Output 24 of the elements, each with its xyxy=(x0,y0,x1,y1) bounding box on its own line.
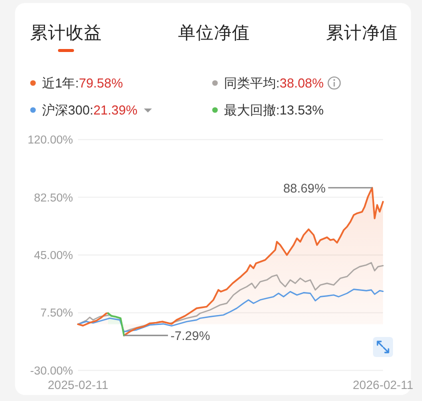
text: 21.39% xyxy=(93,102,138,118)
text: 79.58% xyxy=(78,76,124,91)
y-tick-label: 7.50% xyxy=(40,308,73,320)
x-tick-label: 2026-02-11 xyxy=(352,378,414,392)
text: 13.53% xyxy=(280,102,324,118)
annotation: 88.69% xyxy=(283,181,372,196)
legend-label: 同类平均: xyxy=(224,76,280,91)
legend-label: 沪深300: xyxy=(42,102,94,118)
y-tick-label: -30.00% xyxy=(30,365,73,378)
y-tick-label: 45.00% xyxy=(34,250,73,262)
annotation: -7.29% xyxy=(124,328,210,343)
legend-label: 近1年: xyxy=(42,76,79,91)
line-series xyxy=(77,262,384,333)
text: 38.08% xyxy=(280,76,324,91)
text: 累计净值 xyxy=(326,22,398,42)
text: 单位净值 xyxy=(178,22,250,42)
y-tick-label: 120.00% xyxy=(28,134,73,147)
line-series xyxy=(77,288,384,332)
chart-title: 累计收益 xyxy=(30,22,102,42)
annotation: 88.69% xyxy=(283,181,326,196)
annotation: -7.29% xyxy=(170,328,210,343)
x-tick-label: 2025-02-11 xyxy=(48,378,109,392)
y-tick-label: 82.50% xyxy=(34,192,73,204)
legend-label: 最大回撤: xyxy=(224,102,280,118)
